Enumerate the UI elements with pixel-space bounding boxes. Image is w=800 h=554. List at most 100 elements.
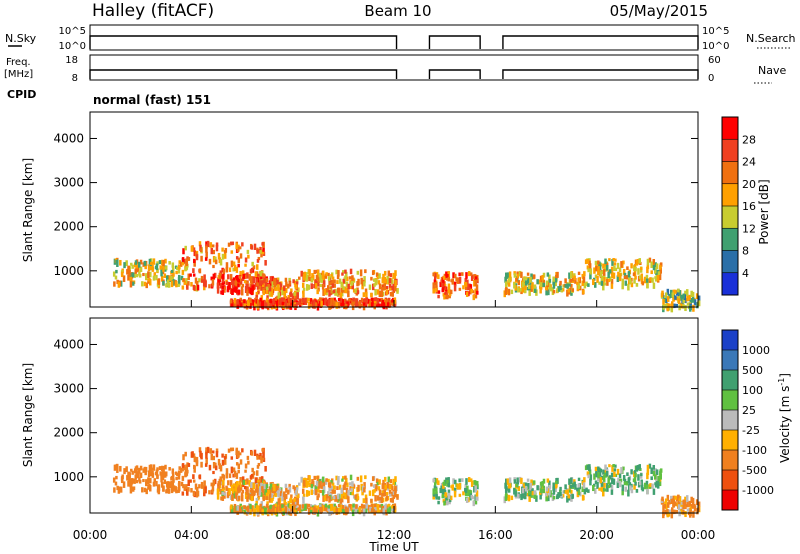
power-cell xyxy=(379,290,382,295)
power-cell xyxy=(223,253,227,259)
power-cell xyxy=(322,280,326,288)
velocity-cell xyxy=(628,482,632,488)
power-cell xyxy=(190,282,193,287)
velocity-cell xyxy=(387,476,391,483)
velocity-cell xyxy=(219,489,223,495)
power-cell xyxy=(265,278,269,283)
power-cell xyxy=(310,283,313,289)
power-cell xyxy=(192,284,196,290)
velocity-cell xyxy=(604,464,607,471)
power-cell xyxy=(234,300,237,307)
velocity-cell xyxy=(313,506,316,513)
velocity-cell xyxy=(236,481,239,487)
power-colorbar-swatch xyxy=(722,183,738,207)
power-cell xyxy=(594,260,598,266)
velocity-cell xyxy=(341,505,344,512)
power-cell xyxy=(325,299,329,306)
power-cell xyxy=(347,290,350,298)
velocity-cell xyxy=(504,482,507,489)
power-cell xyxy=(243,274,247,280)
velocity-cell xyxy=(516,479,520,485)
velocity-colorbar-swatch xyxy=(722,330,738,351)
velocity-cell xyxy=(583,488,587,495)
power-cell xyxy=(672,289,676,295)
power-cell xyxy=(542,272,546,278)
velocity-cell xyxy=(541,481,544,487)
power-cell xyxy=(262,289,265,296)
power-cell xyxy=(270,300,273,306)
velocity-cell xyxy=(281,495,284,502)
power-cell xyxy=(690,298,694,302)
power-cell xyxy=(346,301,349,308)
power-cell xyxy=(507,277,511,283)
velocity-cell xyxy=(375,478,379,484)
power-cell xyxy=(562,284,565,288)
velocity-cell xyxy=(332,495,336,500)
power-cell xyxy=(391,302,394,306)
velocity-cell xyxy=(368,490,372,496)
power-cell xyxy=(564,278,567,284)
power-cell xyxy=(693,299,697,306)
velocity-cell xyxy=(300,476,303,483)
velocity-cell xyxy=(331,482,335,486)
power-cell xyxy=(296,302,300,306)
power-cell xyxy=(234,286,238,293)
power-cell xyxy=(352,288,356,293)
power-cell xyxy=(633,265,636,272)
power-cell xyxy=(233,285,236,293)
power-cell xyxy=(119,280,123,287)
velocity-cell xyxy=(680,501,684,505)
power-cell xyxy=(627,271,631,278)
power-cell xyxy=(394,286,397,292)
velocity-cell xyxy=(391,505,394,509)
velocity-cell xyxy=(229,505,233,510)
velocity-cell xyxy=(201,485,204,489)
power-cell xyxy=(310,278,314,283)
velocity-cell xyxy=(178,471,181,476)
velocity-cell xyxy=(322,495,325,502)
power-cell xyxy=(363,276,366,283)
velocity-cell xyxy=(323,494,327,501)
power-cell xyxy=(561,288,565,292)
velocity-cell xyxy=(334,494,337,502)
velocity-cell xyxy=(244,463,248,469)
power-cell xyxy=(138,274,142,278)
velocity-cell xyxy=(691,497,695,504)
power-cell xyxy=(176,266,179,271)
power-cell xyxy=(347,283,350,290)
power-cell xyxy=(229,274,233,281)
power-cell xyxy=(345,281,349,288)
power-cell xyxy=(261,280,264,285)
velocity-cell xyxy=(630,469,633,475)
status-trace-line xyxy=(89,69,699,79)
velocity-cell xyxy=(546,478,550,483)
power-cell xyxy=(371,270,375,276)
power-cell xyxy=(381,277,385,284)
power-cell xyxy=(193,258,196,264)
power-cell xyxy=(585,281,588,287)
velocity-cell xyxy=(362,498,366,503)
velocity-cell xyxy=(467,477,471,483)
power-cell xyxy=(235,266,239,273)
power-cell xyxy=(216,282,220,289)
velocity-cell xyxy=(226,492,230,498)
velocity-cell xyxy=(290,494,293,499)
power-cell xyxy=(442,277,445,283)
velocity-cell xyxy=(635,488,639,493)
power-cell xyxy=(250,289,254,296)
power-cell xyxy=(237,263,240,268)
velocity-cell xyxy=(510,495,514,501)
power-cell xyxy=(646,258,650,266)
velocity-cell xyxy=(672,503,675,508)
velocity-cell xyxy=(545,492,548,497)
velocity-cell xyxy=(523,495,527,500)
velocity-cell xyxy=(351,481,354,487)
velocity-colorbar-tick-label: 25 xyxy=(742,404,756,417)
velocity-cell xyxy=(222,487,226,491)
power-cell xyxy=(440,279,443,284)
velocity-cell xyxy=(645,480,649,488)
velocity-cell xyxy=(165,489,168,494)
velocity-cell xyxy=(581,486,584,493)
power-cell xyxy=(324,273,328,279)
power-cell xyxy=(340,287,344,294)
